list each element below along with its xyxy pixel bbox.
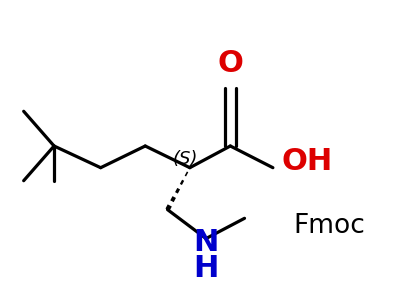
Text: N: N bbox=[193, 228, 219, 257]
Text: OH: OH bbox=[282, 147, 333, 176]
Text: Fmoc: Fmoc bbox=[293, 213, 365, 239]
Text: O: O bbox=[217, 49, 243, 78]
Text: (S): (S) bbox=[173, 150, 198, 168]
Text: H: H bbox=[193, 254, 219, 284]
